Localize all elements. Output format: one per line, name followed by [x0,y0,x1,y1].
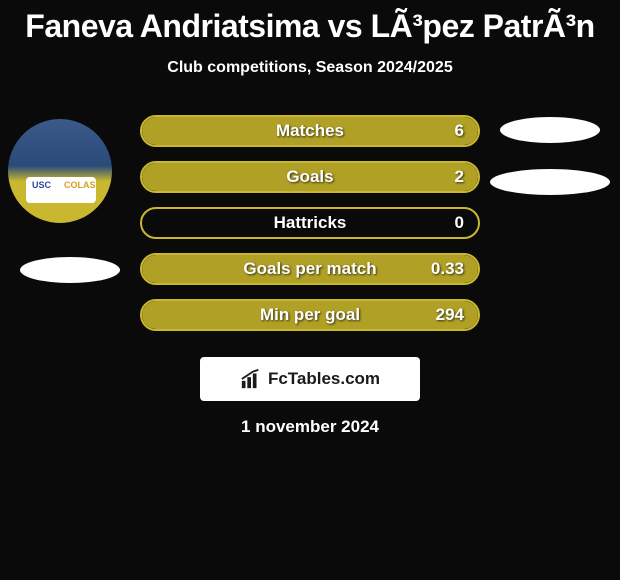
stat-row-hattricks: Hattricks 0 [140,207,480,239]
player1-name-pill [20,257,120,283]
stat-label: Min per goal [142,301,478,329]
brand-box: FcTables.com [200,357,420,401]
stat-row-matches: Matches 6 [140,115,480,147]
chart-icon [240,368,262,390]
comparison-card: Faneva Andriatsima vs LÃ³pez PatrÃ³n Clu… [0,0,620,580]
player2-name-pill-1 [500,117,600,143]
player2-name-pill-2 [490,169,610,195]
stat-label: Goals [142,163,478,191]
stat-label: Goals per match [142,255,478,283]
stat-label: Hattricks [142,209,478,237]
stat-row-goals: Goals 2 [140,161,480,193]
player1-avatar: USC COLAS [8,119,112,223]
avatar-badge-1: USC [32,180,51,190]
stat-value: 2 [455,163,464,191]
subtitle: Club competitions, Season 2024/2025 [0,59,620,77]
date-label: 1 november 2024 [0,417,620,437]
avatar-badge-2: COLAS [64,180,96,190]
stats-list: Matches 6 Goals 2 Hattricks 0 Goals per … [140,115,480,345]
stat-value: 6 [455,117,464,145]
brand-text: FcTables.com [268,369,380,389]
stat-value: 0.33 [431,255,464,283]
stat-label: Matches [142,117,478,145]
stat-row-gpm: Goals per match 0.33 [140,253,480,285]
stat-value: 294 [436,301,464,329]
stat-row-mpg: Min per goal 294 [140,299,480,331]
page-title: Faneva Andriatsima vs LÃ³pez PatrÃ³n [0,0,620,45]
stat-value: 0 [455,209,464,237]
